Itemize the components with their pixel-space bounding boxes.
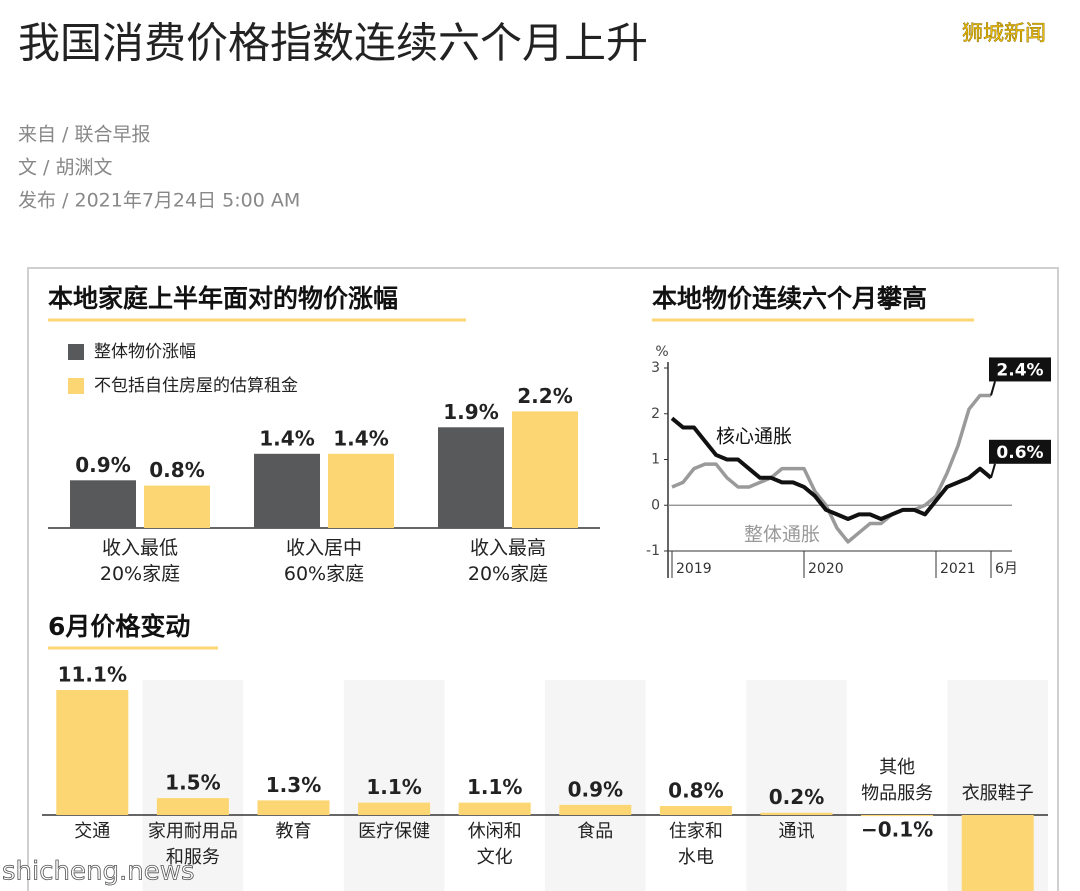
x-tick-label: 2020	[808, 561, 844, 577]
x-tick-label: 通讯	[778, 821, 815, 842]
value-label: 1.4%	[333, 426, 388, 450]
bar	[659, 805, 732, 815]
column-shade	[545, 680, 646, 891]
x-tick-label: 其他 物品服务	[861, 757, 934, 804]
legend-swatch	[68, 378, 84, 394]
bar	[56, 690, 129, 815]
bar	[438, 427, 504, 528]
x-tick-label: 2019	[676, 561, 712, 577]
value-label: 0.8%	[149, 458, 204, 482]
label-leader	[990, 463, 996, 479]
value-label: 0.9%	[568, 777, 623, 801]
watermark: shicheng.news	[2, 857, 195, 887]
value-label: 2.4%	[996, 360, 1043, 380]
x-tick-label: 医疗保健	[358, 821, 431, 842]
x-tick-label: 2021	[940, 561, 976, 577]
value-label: 1.1%	[467, 775, 522, 799]
value-label: 1.1%	[366, 775, 421, 799]
bar	[512, 411, 578, 528]
x-tick-label: 交通	[74, 821, 111, 842]
value-label: 2.2%	[517, 384, 572, 408]
watermark: 狮城新闻	[962, 21, 1046, 45]
x-tick-label: 休闲和 文化	[467, 821, 522, 868]
y-tick-label: 3	[651, 360, 660, 376]
x-tick-label: 收入最高 20%家庭	[467, 537, 549, 585]
line-series	[671, 393, 991, 544]
x-tick-label: 收入居中 60%家庭	[283, 537, 365, 585]
x-tick-label: 家用耐用品 和服务	[147, 821, 238, 868]
y-tick-label: 1	[651, 452, 660, 468]
legend-swatch	[68, 344, 84, 360]
bar	[70, 480, 136, 528]
x-tick-label: 衣服鞋子	[961, 783, 1034, 804]
meta-date: 发布 / 2021年7月24日 5:00 AM	[18, 190, 300, 212]
value-label: −0.1%	[861, 818, 933, 842]
value-label: 1.5%	[165, 771, 220, 795]
column-shade	[746, 680, 847, 891]
chart-title: 本地物价连续六个月攀高	[652, 284, 927, 313]
series-label: 整体通胀	[744, 524, 820, 546]
value-label: 0.6%	[996, 443, 1043, 463]
bar	[257, 800, 330, 815]
series-label: 核心通胀	[716, 426, 792, 448]
x-tick-label: 6月	[995, 561, 1018, 577]
chart-title: 6月价格变动	[48, 612, 190, 641]
label-leader	[990, 381, 996, 396]
value-label: 0.2%	[769, 785, 824, 809]
x-tick-label: 收入最低 20%家庭	[99, 537, 181, 585]
x-tick-label: 教育	[275, 821, 312, 842]
column-shade	[142, 680, 244, 891]
bar	[861, 815, 934, 817]
column-shade	[343, 680, 445, 891]
bar	[358, 802, 431, 815]
bar	[961, 815, 1034, 891]
y-tick-label: -1	[646, 543, 660, 559]
bar	[156, 798, 229, 815]
y-tick-label: 2	[651, 406, 660, 422]
x-tick-label: 食品	[577, 821, 614, 842]
bar	[458, 802, 531, 815]
value-label-box	[989, 357, 1051, 382]
y-tick-label: 0	[651, 497, 660, 513]
article-title: 我国消费价格指数连续六个月上升	[18, 19, 648, 68]
y-axis-label: %	[655, 344, 668, 360]
meta-source: 来自 / 联合早报	[18, 124, 150, 146]
meta-author: 文 / 胡渊文	[18, 157, 112, 179]
value-label: 1.3%	[266, 773, 321, 797]
legend-label: 不包括自住房屋的估算租金	[94, 376, 298, 396]
bar	[144, 485, 210, 528]
bar	[760, 812, 833, 815]
value-label: 1.9%	[443, 400, 498, 424]
value-label: 1.4%	[259, 426, 314, 450]
x-tick-label: 住家和 水电	[668, 821, 723, 868]
chart-title: 本地家庭上半年面对的物价涨幅	[48, 284, 398, 313]
value-label: 11.1%	[58, 663, 127, 687]
value-label: 0.9%	[75, 453, 130, 477]
line-series	[670, 416, 993, 521]
legend-label: 整体物价涨幅	[94, 342, 196, 362]
value-label-box	[989, 439, 1051, 464]
bar	[254, 453, 320, 528]
value-label: 0.8%	[668, 778, 723, 802]
bar	[328, 453, 394, 528]
bar	[559, 804, 632, 815]
